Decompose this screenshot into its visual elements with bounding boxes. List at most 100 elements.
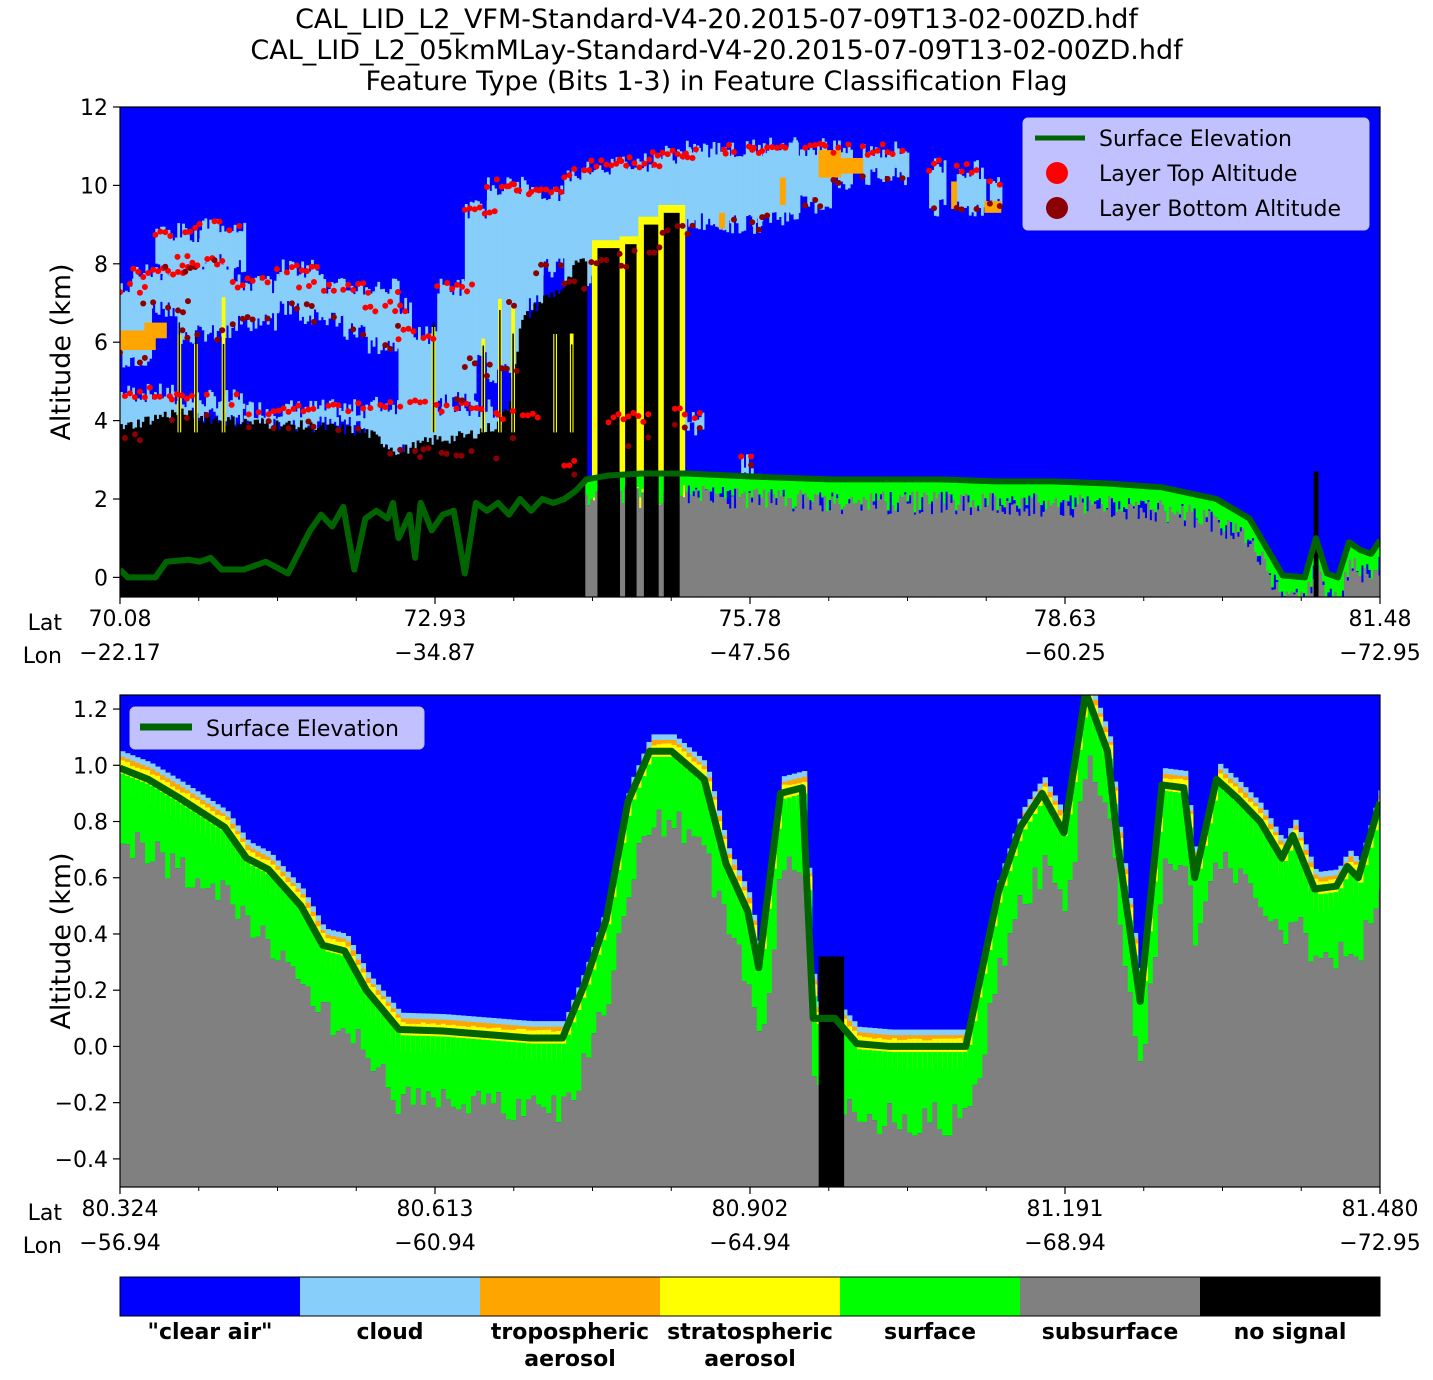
- surface-cell: [681, 765, 687, 844]
- cloud-cell: [994, 182, 998, 209]
- no-signal-streak: [499, 309, 501, 433]
- layer-bottom-dot: [245, 424, 252, 431]
- layer-top-dot: [464, 288, 471, 295]
- no-signal-cell: [275, 420, 279, 597]
- cloud-cell: [690, 157, 694, 226]
- layer-top-dot: [561, 174, 568, 181]
- cloud-cell: [631, 169, 635, 241]
- subsurface-cell: [972, 1084, 978, 1187]
- surface-cell: [765, 477, 769, 510]
- subsurface-cell: [1154, 521, 1158, 597]
- layer-top-dot: [566, 172, 573, 179]
- no-signal-cell: [346, 425, 349, 597]
- cloud-cell: [379, 304, 383, 351]
- cloud-cell: [740, 156, 744, 232]
- cloud-cell: [693, 143, 697, 217]
- surface-cell: [420, 1035, 427, 1106]
- subsurface-cell: [1293, 921, 1299, 1187]
- aerosol-cell: [840, 157, 864, 174]
- surface-cell: [619, 474, 623, 498]
- cloud-cell: [603, 172, 607, 272]
- layer-top-dot: [265, 411, 272, 418]
- surface-cell: [721, 475, 725, 487]
- subsurface-cell: [210, 883, 216, 1187]
- cloud-cell: [341, 410, 344, 422]
- subsurface-cell: [1236, 536, 1240, 597]
- surface-cell: [714, 474, 718, 510]
- layer-top-dot: [509, 407, 516, 414]
- no-signal-cell: [564, 281, 568, 597]
- layer-bottom-dot: [561, 280, 568, 287]
- surface-cell: [1088, 482, 1092, 513]
- surface-cell: [1120, 484, 1124, 513]
- cloud-cell: [321, 399, 325, 426]
- subsurface-cell: [804, 493, 807, 597]
- cloud-cell: [884, 157, 888, 176]
- subsurface-cell: [1298, 917, 1304, 1187]
- no-signal-bar: [818, 956, 845, 1187]
- cloud-cell: [696, 419, 700, 429]
- subsurface-cell: [290, 966, 296, 1187]
- cloud-cell: [172, 240, 176, 274]
- cloud-cell: [943, 160, 947, 206]
- surface-cell: [385, 1019, 392, 1088]
- surface-cell: [1173, 489, 1177, 516]
- subsurface-cell: [400, 1094, 407, 1187]
- layer-top-dot: [170, 271, 177, 278]
- cloud-cell: [355, 291, 359, 338]
- surface-cell: [721, 852, 728, 905]
- subsurface-cell: [1161, 504, 1165, 597]
- cloud-cell: [528, 194, 532, 299]
- subsurface-cell: [676, 811, 682, 1187]
- subsurface-cell: [385, 1087, 392, 1187]
- layer-top-dot: [468, 405, 475, 412]
- subsurface-cell: [1224, 538, 1228, 597]
- surface-cell: [295, 905, 301, 980]
- cloud-cell: [219, 232, 222, 255]
- cloud-cell: [279, 272, 283, 302]
- y-tick-label: 0.0: [73, 1035, 108, 1060]
- no-signal-cell: [137, 419, 140, 597]
- layer-top-dot: [226, 227, 233, 234]
- y-tick-label: 1.2: [73, 698, 108, 723]
- cloud-cell: [372, 400, 376, 458]
- cloud-cell: [205, 393, 209, 422]
- layer-top-dot: [151, 393, 158, 400]
- no-signal-cell: [387, 449, 391, 597]
- surface-cell: [916, 479, 919, 495]
- surface-cell: [816, 478, 820, 509]
- cloud-cell: [271, 293, 275, 314]
- layer-bottom-dot: [141, 354, 148, 361]
- surface-cell: [1363, 551, 1367, 575]
- no-signal-cell: [351, 433, 354, 597]
- cloud-cell: [981, 167, 984, 216]
- cloud-cell: [435, 331, 438, 445]
- layer-bottom-dot: [483, 372, 490, 379]
- subsurface-cell: [1022, 904, 1028, 1187]
- subsurface-cell: [1178, 517, 1182, 597]
- layer-bottom-dot: [303, 301, 310, 308]
- subsurface-cell: [1183, 526, 1187, 597]
- surface-cell: [1298, 854, 1304, 918]
- subsurface-cell: [1325, 599, 1328, 601]
- cloud-cell: [120, 391, 123, 441]
- layer-top-dot: [303, 268, 310, 275]
- cloud-cell: [196, 263, 200, 326]
- subsurface-cell: [1095, 508, 1099, 597]
- layer-top-dot: [651, 161, 658, 168]
- subsurface-cell: [766, 992, 773, 1187]
- cloud-cell: [398, 324, 402, 449]
- subsurface-cell: [969, 514, 973, 597]
- subsurface-cell: [920, 512, 924, 597]
- layer-top-dot: [308, 263, 315, 270]
- subsurface-cell: [1132, 1036, 1139, 1187]
- cloud-cell: [511, 184, 515, 310]
- cloud-cell: [748, 145, 752, 216]
- surface-cell: [1074, 482, 1077, 498]
- layer-bottom-dot: [211, 257, 218, 264]
- layer-top-dot: [168, 396, 175, 403]
- subsurface-cell: [726, 934, 733, 1187]
- surface-cell: [1263, 542, 1267, 562]
- layer-top-dot: [473, 405, 480, 412]
- surface-cell: [886, 479, 890, 511]
